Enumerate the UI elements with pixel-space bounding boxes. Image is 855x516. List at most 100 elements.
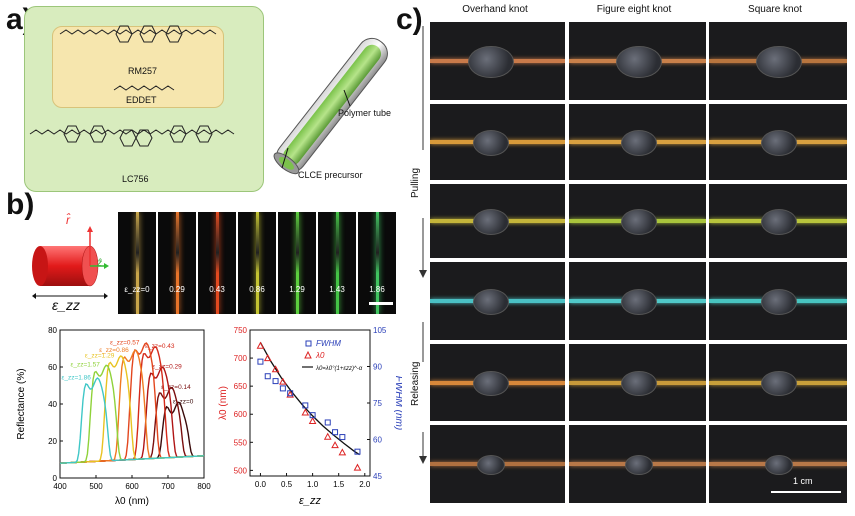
panel-letter-b: b) <box>6 188 35 221</box>
axis-r-label: r̂ <box>66 213 70 227</box>
knot <box>761 130 797 156</box>
knot-photo <box>569 104 706 180</box>
strain-strip: 0.29 <box>158 212 196 314</box>
legend-marker <box>304 350 312 359</box>
strip-fiber-line <box>136 212 139 314</box>
strip-fiber-line <box>216 212 219 314</box>
knot <box>620 289 657 315</box>
x-tick-label: 1.0 <box>307 480 319 489</box>
knot-photo <box>709 262 847 340</box>
fwhm-point <box>257 358 264 365</box>
x-tick-label: 0.5 <box>281 480 293 489</box>
fwhm-point <box>264 373 271 380</box>
strip-strain-label: 0.43 <box>209 285 225 294</box>
knot-photo <box>430 184 565 258</box>
series-label: ε_zz=0.57 <box>110 340 140 347</box>
knot-photo <box>569 425 706 503</box>
lambda0-point <box>286 390 295 398</box>
fwhm-point <box>339 434 346 441</box>
strain-strip: ε_zz=0 <box>118 212 156 314</box>
knot <box>761 370 797 397</box>
process-arrows <box>419 26 427 464</box>
knot <box>756 45 802 79</box>
x-axis-label: ε_zz <box>299 495 321 507</box>
label-lc756: LC756 <box>122 174 149 184</box>
knot <box>620 130 657 156</box>
fiber-cylinder-diagram <box>32 226 109 299</box>
label-rm257: RM257 <box>128 66 158 76</box>
strip-strain-label: ε_zz=0 <box>124 285 150 294</box>
strain-strip: 0.86 <box>238 212 276 314</box>
y-tick-label: 500 <box>234 466 248 475</box>
strip-fiber-line <box>296 212 299 314</box>
series-label: ε_zz=0.14 <box>161 384 191 391</box>
y-right-tick-label: 105 <box>373 326 387 335</box>
fwhm-point <box>279 385 286 392</box>
axis-z-label: ẑ <box>97 258 102 269</box>
rm257-structure <box>59 29 217 35</box>
knot-photo <box>709 184 847 258</box>
knot-photo <box>709 344 847 421</box>
strip-fiber-line <box>256 212 259 314</box>
strip-strain-label: 1.29 <box>289 285 305 294</box>
y-tick-label: 20 <box>48 437 57 446</box>
knot-photo <box>709 104 847 180</box>
label-eddet: EDDET <box>126 95 157 105</box>
legend-marker <box>305 340 312 347</box>
strip-strain-label: 1.86 <box>369 285 385 294</box>
lambda0-point <box>338 448 347 456</box>
scale-bar-label: 1 cm <box>793 476 813 486</box>
y-tick-label: 80 <box>48 326 57 335</box>
knot <box>761 209 797 235</box>
strip-strain-label: 0.86 <box>249 285 265 294</box>
knot-photo <box>430 104 565 180</box>
x-tick-label: 500 <box>89 482 103 491</box>
x-tick-label: 600 <box>125 482 139 491</box>
knot <box>467 45 514 79</box>
eddet-structure <box>113 85 175 91</box>
panel-a-inner-box <box>52 26 224 108</box>
series-label: ε_zz=0 <box>173 399 194 406</box>
strip-fiber-line <box>376 212 379 314</box>
x-tick-label: 800 <box>197 482 211 491</box>
knot <box>472 370 509 397</box>
legend-entry: λ0=λ0°(1+εzz)^-α <box>315 366 363 372</box>
knot <box>472 209 509 235</box>
knot <box>765 454 793 476</box>
y-tick-label: 40 <box>48 400 57 409</box>
chemical-structures <box>29 25 235 147</box>
fwhm-point <box>309 412 316 419</box>
y-tick-label: 750 <box>234 326 248 335</box>
tube-illustration <box>273 37 388 175</box>
y-tick-label: 0 <box>53 474 58 483</box>
lambda0-point <box>279 377 287 385</box>
y-tick-label: 700 <box>234 354 248 363</box>
y-right-tick-label: 60 <box>373 436 382 445</box>
knot-photo <box>430 22 565 100</box>
series-label: ε_zz=0.29 <box>152 364 182 371</box>
knot-photo <box>569 184 706 258</box>
knot <box>620 209 657 235</box>
knot-photo <box>569 262 706 340</box>
fwhm-point <box>302 402 309 409</box>
x-tick-label: 1.5 <box>333 480 345 489</box>
lambda0-point <box>323 432 332 440</box>
series-label: ε_zz=0.43 <box>145 343 175 350</box>
strip-strain-label: 1.43 <box>329 285 345 294</box>
column-title-square: Square knot <box>748 4 802 15</box>
lambda0-point <box>331 441 339 449</box>
knot-photo <box>430 262 565 340</box>
x-tick-label: 400 <box>53 482 67 491</box>
fwhm-point <box>354 448 361 455</box>
fwhm-point <box>324 419 331 426</box>
series-label: ε_zz=1.29 <box>85 352 115 359</box>
x-axis-label: λ0 (nm) <box>115 496 149 507</box>
strip-strain-label: 0.29 <box>169 285 185 294</box>
lambda0-point <box>256 341 265 349</box>
strip-fiber-line <box>176 212 179 314</box>
series-label: ε_zz=0.86 <box>99 347 129 354</box>
knot <box>761 289 797 315</box>
legend-entry: FWHM <box>316 339 341 348</box>
y-tick-label: 600 <box>234 410 248 419</box>
panel-letter-c: c) <box>396 3 423 36</box>
